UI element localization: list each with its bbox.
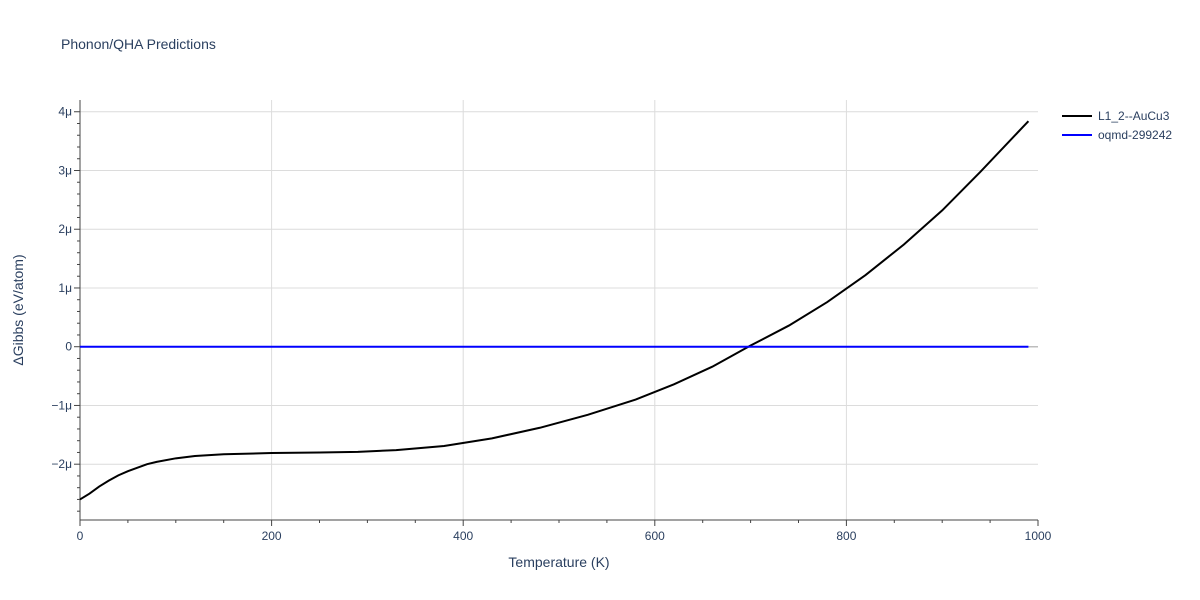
legend[interactable]: L1_2--AuCu3 oqmd-299242 xyxy=(1062,106,1172,144)
x-tick-label: 600 xyxy=(645,529,665,543)
legend-swatch-black xyxy=(1062,114,1092,117)
y-tick-label: 3μ xyxy=(58,163,72,177)
y-tick-label: 0 xyxy=(65,340,72,354)
series-line-0 xyxy=(79,120,1030,501)
legend-item-oqmd-299242[interactable]: oqmd-299242 xyxy=(1062,125,1172,144)
x-tick-label: 1000 xyxy=(1025,529,1052,543)
legend-label: L1_2--AuCu3 xyxy=(1098,108,1170,123)
y-tick-label: 2μ xyxy=(58,222,72,236)
x-tick-label: 0 xyxy=(77,529,84,543)
legend-swatch-blue xyxy=(1062,133,1092,136)
x-tick-label: 200 xyxy=(262,529,282,543)
legend-label: oqmd-299242 xyxy=(1098,127,1173,142)
axes: 0 200 400 600 800 1000 −2μ −1μ 0 1μ 2μ 3μ 4μ xyxy=(51,100,1052,543)
x-tick-label: 400 xyxy=(453,529,473,543)
x-axis-label: Temperature (K) xyxy=(508,554,610,570)
y-tick-label: 4μ xyxy=(58,105,72,119)
y-axis-label: ΔGibbs (eV/atom) xyxy=(10,254,26,366)
chart-title: Phonon/QHA Predictions xyxy=(61,36,216,52)
x-tick-label: 800 xyxy=(836,529,856,543)
grid xyxy=(80,100,1038,520)
y-tick-label: −2μ xyxy=(51,457,72,471)
y-tick-label: 1μ xyxy=(58,281,72,295)
legend-item-l1-2-aucu3[interactable]: L1_2--AuCu3 xyxy=(1062,106,1172,125)
series-lines xyxy=(79,120,1030,501)
y-tick-label: −1μ xyxy=(51,398,72,412)
